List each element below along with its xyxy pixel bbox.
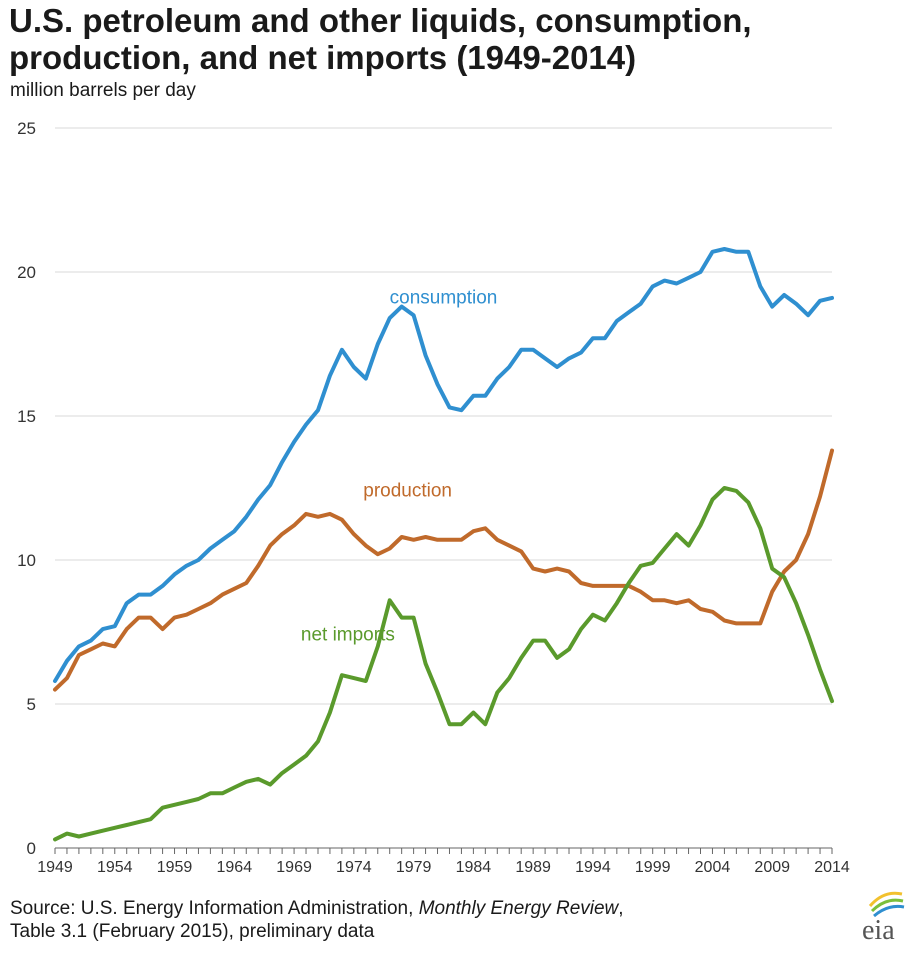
logo-arc-green bbox=[870, 898, 904, 913]
chart-title-line-1: U.S. petroleum and other liquids, consum… bbox=[9, 2, 752, 39]
logo-arc-blue bbox=[873, 904, 905, 918]
series-label-production: production bbox=[363, 481, 452, 502]
x-tick-label: 2014 bbox=[814, 859, 850, 876]
source-comma: , bbox=[618, 898, 624, 919]
x-tick-label: 1959 bbox=[157, 859, 193, 876]
gridlines bbox=[55, 127, 832, 705]
logo-arc-yellow bbox=[868, 891, 903, 908]
source-line-2: Table 3.1 (February 2015), preliminary d… bbox=[10, 921, 375, 942]
chart-title: U.S. petroleum and other liquids, consum… bbox=[9, 2, 909, 76]
eia-logo: eia bbox=[862, 891, 905, 944]
x-tick-label: 1989 bbox=[515, 859, 551, 876]
y-tick-label: 15 bbox=[17, 407, 36, 426]
x-tick-label: 2004 bbox=[695, 859, 731, 876]
x-tick-label: 1994 bbox=[575, 859, 611, 876]
x-tick-label: 1979 bbox=[396, 859, 432, 876]
line-chart: 0 5 10 15 20 25 1949 1954 1959 1964 1969 1974 1979 19… bbox=[17, 119, 850, 876]
y-tick-label: 25 bbox=[17, 119, 36, 138]
x-tick-label: 1974 bbox=[336, 859, 372, 876]
x-tick-label: 1964 bbox=[217, 859, 253, 876]
y-tick-label: 20 bbox=[17, 263, 36, 282]
y-tick-label: 0 bbox=[27, 839, 36, 858]
source-prefix: Source: U.S. Energy Information Administ… bbox=[10, 898, 419, 919]
series-line-consumption bbox=[53, 247, 834, 683]
source-note: Source: U.S. Energy Information Administ… bbox=[10, 897, 850, 943]
x-tick-label: 1999 bbox=[635, 859, 671, 876]
x-tick-label: 2009 bbox=[754, 859, 790, 876]
y-tick-label: 10 bbox=[17, 551, 36, 570]
series-label-net-imports: net imports bbox=[301, 625, 395, 646]
series-line-net-imports bbox=[53, 486, 834, 842]
x-tick-label: 1969 bbox=[276, 859, 312, 876]
x-tick-label: 1954 bbox=[97, 859, 133, 876]
series-labels: consumption production net imports bbox=[301, 288, 497, 646]
x-tick-label: 1984 bbox=[456, 859, 492, 876]
eia-logo-text: eia bbox=[862, 915, 895, 944]
series-label-consumption: consumption bbox=[390, 288, 498, 309]
source-publication: Monthly Energy Review bbox=[418, 898, 619, 919]
x-tick-label: 1949 bbox=[37, 859, 73, 876]
chart-title-line-2: production, and net imports (1949-2014) bbox=[9, 39, 637, 76]
axes: 0 5 10 15 20 25 1949 1954 1959 1964 1969 1974 1979 19… bbox=[17, 119, 850, 876]
y-unit-label: million barrels per day bbox=[10, 80, 196, 101]
series-lines bbox=[53, 247, 834, 842]
y-tick-label: 5 bbox=[27, 695, 36, 714]
series-line-production bbox=[53, 448, 834, 692]
